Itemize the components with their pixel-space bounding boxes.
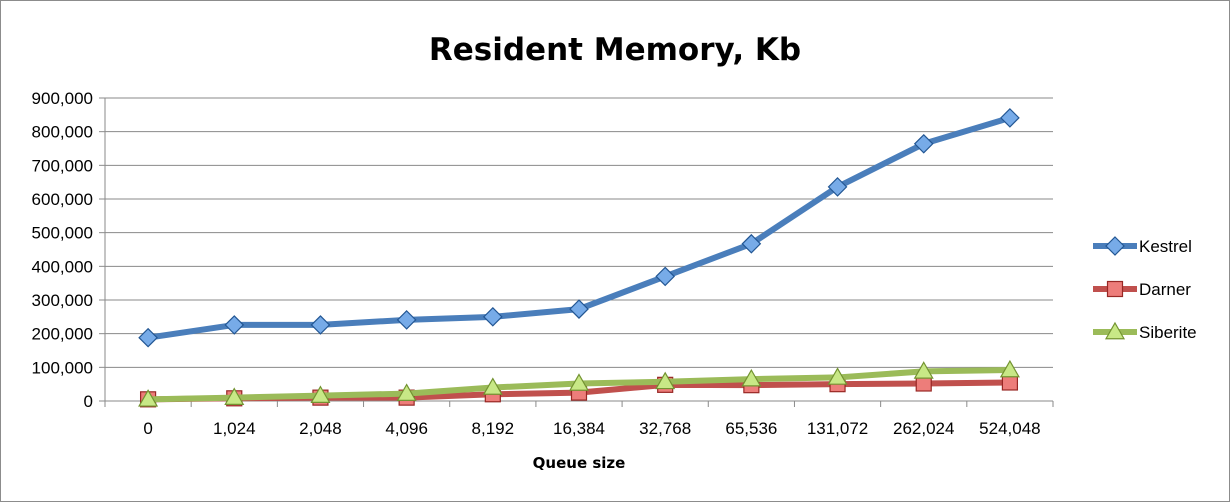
x-tick-label: 0 <box>143 419 152 438</box>
data-point <box>741 233 762 254</box>
x-tick-label: 32,768 <box>639 419 691 438</box>
data-point <box>396 383 417 401</box>
data-point <box>482 306 503 327</box>
y-tick-label: 900,000 <box>32 89 93 108</box>
legend: Kestrel Darner Siberite <box>1093 236 1197 342</box>
x-tick-label: 2,048 <box>299 419 342 438</box>
data-point <box>138 327 158 348</box>
x-tick-label: 4,096 <box>385 419 428 438</box>
x-tick-label: 524,048 <box>979 419 1040 438</box>
data-point <box>827 177 848 197</box>
axes <box>104 98 1054 407</box>
y-tick-label: 200,000 <box>32 325 93 344</box>
y-tick-label: 600,000 <box>32 190 93 209</box>
series-siberite <box>138 359 1020 407</box>
x-tick-label: 131,072 <box>807 419 868 438</box>
data-point <box>655 371 676 390</box>
legend-marker <box>1106 280 1124 298</box>
y-tick-label: 700,000 <box>32 156 93 175</box>
data-point <box>224 315 245 335</box>
y-tick-label: 400,000 <box>32 257 93 276</box>
data-point <box>999 359 1020 378</box>
y-tick-label: 500,000 <box>32 224 93 243</box>
y-axis-tick-labels: 0 100,000 200,000 300,000 400,000 500,000 600,… <box>32 89 93 411</box>
x-tick-label: 1,024 <box>213 419 256 438</box>
x-tick-label: 16,384 <box>553 419 605 438</box>
data-point <box>482 377 503 395</box>
data-point <box>310 315 331 335</box>
y-tick-label: 800,000 <box>32 123 93 142</box>
legend-item-siberite: Siberite <box>1093 321 1197 342</box>
data-point <box>568 373 590 391</box>
x-tick-label: 8,192 <box>472 419 515 438</box>
legend-marker <box>1104 321 1126 340</box>
x-axis-label: Queue size <box>533 454 626 472</box>
x-tick-label: 65,536 <box>725 419 777 438</box>
legend-marker <box>1105 236 1125 256</box>
data-point <box>741 368 762 387</box>
y-tick-label: 300,000 <box>32 291 93 310</box>
legend-item-kestrel: Kestrel <box>1093 236 1192 256</box>
data-point <box>138 389 159 407</box>
data-point <box>310 385 331 403</box>
legend-item-darner: Darner <box>1093 280 1191 299</box>
data-point <box>913 133 934 154</box>
chart-title: Resident Memory, Kb <box>429 32 801 68</box>
gridlines <box>99 97 1053 402</box>
legend-label: Darner <box>1139 280 1191 299</box>
data-point <box>396 310 417 330</box>
y-tick-label: 100,000 <box>32 358 93 377</box>
data-point <box>655 266 676 287</box>
x-tick-label: 262,024 <box>893 419 954 438</box>
y-tick-label: 0 <box>84 392 93 411</box>
data-point <box>224 387 245 405</box>
data-point <box>569 299 589 319</box>
x-axis-tick-labels: 0 1,024 2,048 4,096 8,192 16,384 32,768 65,536 1… <box>143 419 1040 438</box>
data-point <box>1000 108 1020 128</box>
series-group <box>138 108 1020 408</box>
legend-label: Kestrel <box>1139 237 1192 256</box>
series-kestrel <box>138 108 1020 348</box>
data-point <box>913 361 934 379</box>
legend-label: Siberite <box>1139 323 1197 342</box>
data-point <box>827 367 848 385</box>
